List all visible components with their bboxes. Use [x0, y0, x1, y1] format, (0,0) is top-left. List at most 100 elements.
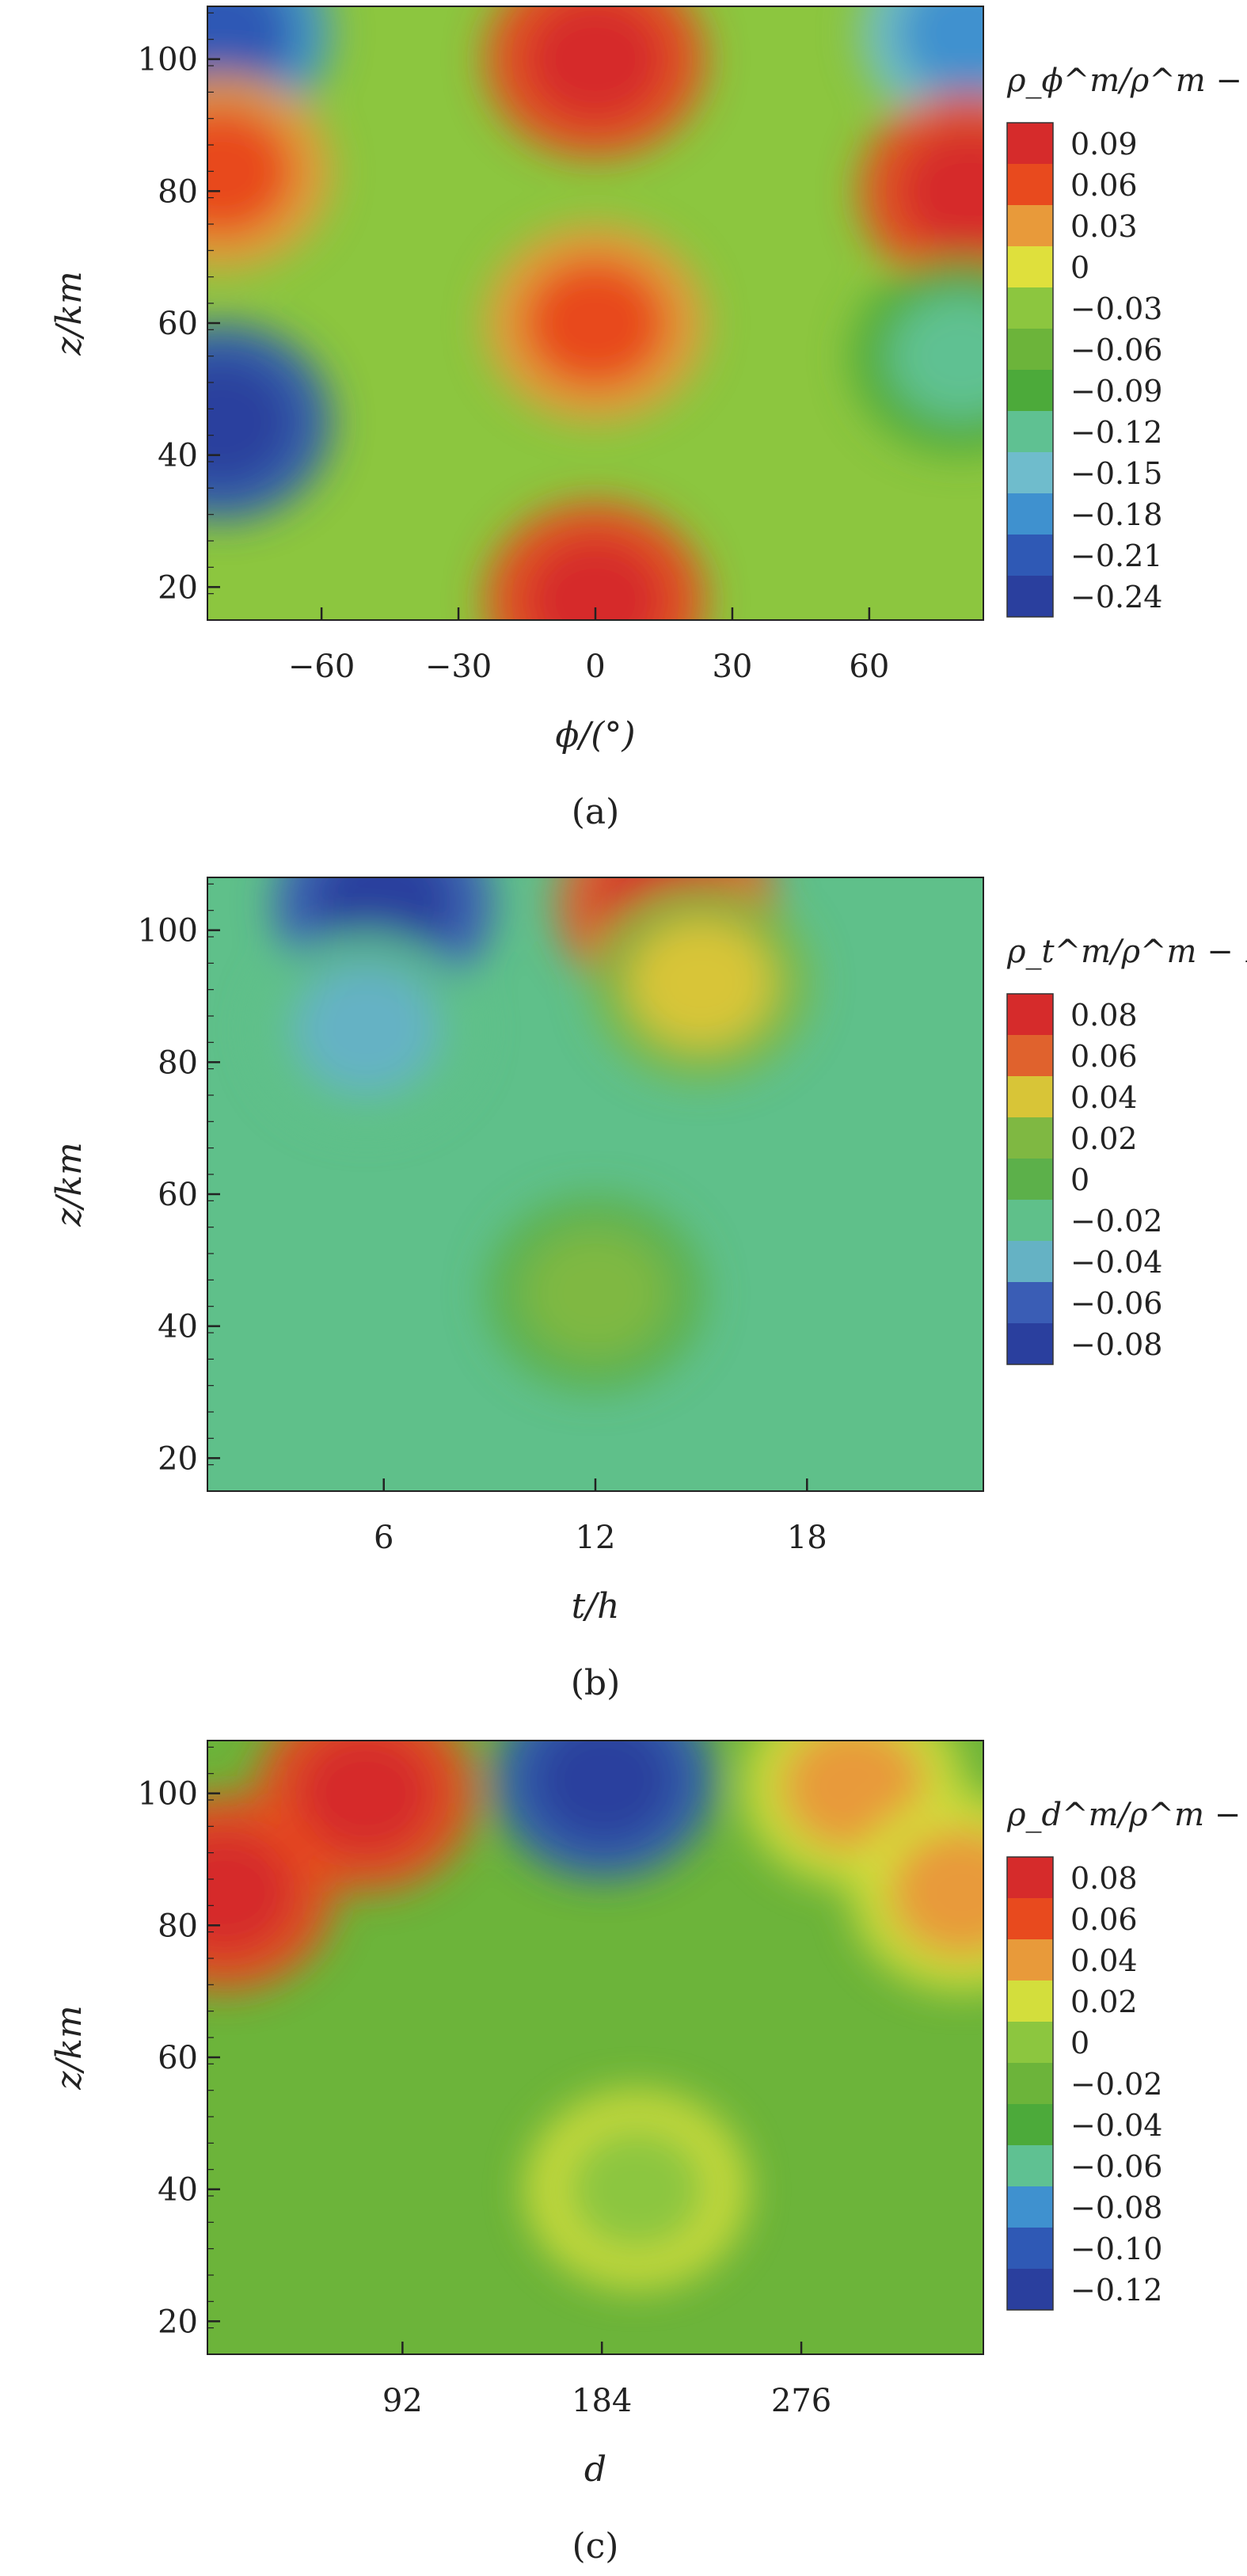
colorbar-label: 0.04: [1070, 1080, 1138, 1115]
colorbar-label: −0.21: [1070, 538, 1162, 573]
colorbar-title: ρ_t^m/ρ^m − 1: [1006, 934, 1247, 970]
y-tick-label: 100: [138, 42, 198, 78]
x-tick-label: 184: [572, 2383, 632, 2419]
chart-0-svg: 20 40 60 80 100 −60 −30 0 30 60 ϕ/(°) z/km ρ_ϕ^m/ρ^m…: [49, 6, 1247, 832]
colorbar-label: 0: [1070, 1162, 1089, 1197]
contour-core-2: [532, 1741, 675, 1844]
colorbar-swatch: [1007, 994, 1053, 1035]
colorbar-label: −0.06: [1070, 333, 1162, 367]
contour-core-4: [890, 1828, 983, 1956]
colorbar-swatch: [1007, 1323, 1053, 1364]
y-tick-label: 20: [158, 2304, 198, 2340]
contour-core-3: [629, 919, 773, 1047]
plot-frame: [207, 1740, 984, 2355]
colorbar-label: 0.06: [1070, 1039, 1138, 1074]
colorbar-swatch: [1007, 2228, 1053, 2269]
y-tick-label: 60: [158, 1177, 198, 1213]
colorbar-label: −0.12: [1070, 415, 1162, 450]
panel-caption: (a): [572, 792, 620, 832]
panel-caption: (c): [572, 2526, 619, 2566]
colorbar-swatch: [1007, 1200, 1053, 1241]
contour-core-3: [207, 359, 293, 485]
colorbar-label: −0.10: [1070, 2232, 1162, 2266]
colorbar-label: −0.08: [1070, 2190, 1162, 2225]
colorbar-title: ρ_ϕ^m/ρ^m − 1: [1006, 63, 1247, 99]
chart-1-svg: 20 40 60 80 100 6 12 18 t/h z/km ρ_t^m/ρ^m − 1 0.08…: [49, 877, 1247, 1703]
contour-core-1: [295, 965, 438, 1093]
x-tick-label: 60: [849, 649, 889, 685]
colorbar-label: −0.15: [1070, 456, 1162, 491]
colorbar-frame: [1006, 122, 1054, 618]
colorbar-label: −0.04: [1070, 2108, 1162, 2143]
y-tick-label: 60: [158, 306, 198, 342]
colorbar-label: −0.06: [1070, 2149, 1162, 2184]
colorbar-swatch: [1007, 246, 1053, 287]
colorbar-swatch: [1007, 411, 1053, 452]
contour-core-1: [207, 1828, 296, 1956]
colorbar-label: 0: [1070, 250, 1089, 285]
x-axis-label: t/h: [572, 1586, 620, 1627]
colorbar-label: −0.18: [1070, 497, 1162, 532]
contour-core-7: [898, 127, 983, 255]
x-axis-label: d: [584, 2449, 606, 2490]
colorbar-label: −0.12: [1070, 2273, 1162, 2308]
y-tick-label: 100: [138, 1776, 198, 1813]
colorbar-label: 0.04: [1070, 1943, 1138, 1978]
contour-core-1: [524, 260, 667, 386]
colorbar-label: −0.08: [1070, 1327, 1162, 1362]
y-tick-label: 100: [138, 913, 198, 949]
colorbar-swatch: [1007, 2269, 1053, 2310]
colorbar-swatch: [1007, 1282, 1053, 1323]
colorbar-swatch: [1007, 1035, 1053, 1076]
colorbar-label: −0.03: [1070, 291, 1162, 326]
y-tick-label: 80: [158, 1908, 198, 1944]
contour-core-5: [898, 6, 983, 97]
colorbar-frame: [1006, 993, 1054, 1365]
x-tick-label: 12: [576, 1520, 616, 1556]
colorbar-label: 0.02: [1070, 1984, 1138, 2019]
colorbar-swatch: [1007, 2186, 1053, 2228]
contour-core-5: [565, 2125, 709, 2253]
x-axis-label: ϕ/(°): [555, 715, 635, 755]
colorbar-label: 0.09: [1070, 127, 1138, 162]
colorbar-swatch: [1007, 493, 1053, 535]
colorbar-label: −0.02: [1070, 2067, 1162, 2102]
x-tick-label: 6: [374, 1520, 393, 1556]
colorbar-swatch: [1007, 2145, 1053, 2186]
chart-2-svg: 20 40 60 80 100 92 184 276 d z/km ρ_d^m/ρ^m − 1 0.0…: [49, 1740, 1247, 2566]
colorbar-swatch: [1007, 123, 1053, 164]
contour-core-0: [294, 1741, 437, 1857]
x-tick-label: 92: [382, 2383, 423, 2419]
colorbar-label: −0.09: [1070, 374, 1162, 409]
colorbar-swatch: [1007, 164, 1053, 205]
y-tick-label: 40: [158, 438, 198, 474]
colorbar-swatch: [1007, 576, 1053, 617]
y-tick-label: 20: [158, 569, 198, 606]
colorbar-swatch: [1007, 1241, 1053, 1282]
x-tick-label: 30: [712, 649, 752, 685]
colorbar-frame: [1006, 1856, 1054, 2311]
contour-core-2: [524, 537, 667, 620]
y-tick-label: 80: [158, 173, 198, 210]
colorbar-swatch: [1007, 287, 1053, 329]
y-tick-label: 60: [158, 2040, 198, 2076]
colorbar-label: −0.06: [1070, 1286, 1162, 1321]
y-tick-label: 40: [158, 2172, 198, 2209]
colorbar-label: 0: [1070, 2026, 1089, 2060]
contour-core-8: [889, 292, 983, 420]
colorbar-swatch: [1007, 1981, 1053, 2022]
colorbar-swatch: [1007, 1159, 1053, 1200]
y-tick-label: 80: [158, 1044, 198, 1081]
colorbar-swatch: [1007, 1898, 1053, 1939]
colorbar-swatch: [1007, 329, 1053, 370]
contour-core-6: [207, 108, 293, 235]
y-tick-label: 40: [158, 1309, 198, 1345]
colorbar-label: 0.06: [1070, 168, 1138, 203]
colorbar-label: 0.08: [1070, 1861, 1138, 1896]
colorbar-swatch: [1007, 205, 1053, 246]
colorbar-swatch: [1007, 2063, 1053, 2104]
colorbar-label: 0.06: [1070, 1902, 1138, 1937]
colorbar-swatch: [1007, 1939, 1053, 1981]
colorbar-label: 0.03: [1070, 209, 1138, 244]
panel-b: 20 40 60 80 100 6 12 18 t/h z/km ρ_t^m/ρ^m − 1 0.08…: [0, 871, 1247, 1710]
